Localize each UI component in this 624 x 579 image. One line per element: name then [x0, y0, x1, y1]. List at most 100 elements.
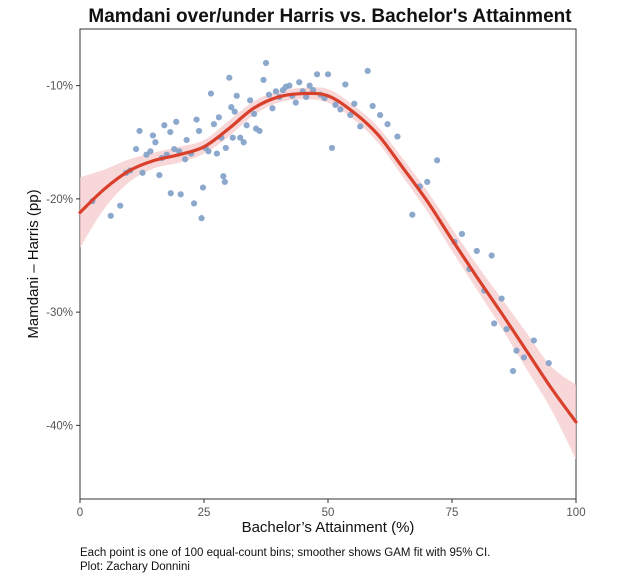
scatter-point-12 — [156, 172, 163, 179]
chart-title: Mamdani over/under Harris vs. Bachelor's… — [88, 6, 572, 27]
scatter-point-37 — [220, 173, 227, 180]
scatter-point-31 — [205, 148, 212, 155]
scatter-point-80 — [369, 102, 376, 110]
scatter-point-62 — [292, 99, 299, 106]
scatter-points-layer — [89, 59, 552, 375]
scatter-point-32 — [207, 90, 215, 97]
scatter-point-68 — [313, 71, 321, 78]
scatter-point-73 — [332, 101, 339, 108]
scatter-point-53 — [262, 59, 270, 67]
x-tick-label-50: 50 — [322, 507, 335, 519]
scatter-point-7 — [139, 169, 146, 176]
scatter-point-100 — [530, 337, 537, 344]
y-axis-title: Mamdani – Harris (pp) — [25, 189, 42, 338]
scatter-point-27 — [195, 127, 203, 135]
x-tick-label-100: 100 — [566, 507, 585, 519]
scatter-point-91 — [473, 247, 480, 255]
scatter-point-35 — [215, 114, 222, 121]
scatter-point-56 — [272, 88, 280, 95]
scatter-point-99 — [520, 354, 528, 361]
scatter-point-2 — [117, 202, 124, 209]
scatter-point-45 — [237, 134, 244, 141]
y-tick-label-1: -30% — [46, 307, 73, 319]
scatter-point-19 — [173, 118, 180, 125]
y-tick-label-3: -10% — [46, 81, 73, 93]
scatter-point-84 — [409, 211, 416, 218]
scatter-point-76 — [347, 111, 354, 119]
scatter-point-78 — [357, 123, 364, 130]
gam-smoother-line — [78, 91, 578, 424]
scatter-point-81 — [376, 111, 384, 119]
ci-band — [80, 87, 576, 460]
scatter-point-65 — [303, 93, 310, 101]
scatter-point-9 — [147, 148, 154, 155]
scatter-point-46 — [240, 139, 247, 146]
scatter-point-93 — [488, 252, 495, 259]
scatter-point-43 — [231, 108, 238, 115]
scatter-point-5 — [132, 145, 140, 153]
scatter-point-96 — [503, 326, 510, 333]
scatter-point-60 — [286, 82, 293, 89]
scatter-point-89 — [458, 230, 466, 238]
scatter-point-87 — [434, 157, 441, 164]
scatter-point-74 — [337, 106, 344, 113]
scatter-point-98 — [513, 347, 520, 354]
scatter-point-95 — [498, 295, 505, 302]
scatter-point-75 — [342, 81, 349, 88]
scatter-point-21 — [177, 191, 184, 198]
scatter-point-49 — [251, 110, 258, 118]
smoother-line-layer — [78, 91, 578, 424]
scatter-point-26 — [193, 116, 200, 123]
scatter-point-82 — [384, 121, 391, 128]
x-tick-label-25: 25 — [198, 507, 211, 519]
scatter-point-63 — [296, 79, 303, 86]
scatter-point-10 — [149, 132, 157, 139]
scatter-point-28 — [198, 215, 205, 222]
x-tick-label-75: 75 — [446, 507, 459, 519]
scatter-point-67 — [310, 87, 317, 94]
scatter-point-1 — [107, 212, 114, 219]
scatter-point-42 — [229, 134, 236, 141]
scatter-point-16 — [167, 128, 174, 136]
scatter-point-33 — [210, 121, 218, 128]
scatter-point-23 — [183, 136, 190, 144]
scatter-point-54 — [265, 91, 273, 98]
scatter-point-51 — [256, 127, 263, 135]
y-axis-ticks: -40% -30% -20% -10% — [46, 81, 80, 432]
ci-band-layer — [80, 87, 576, 460]
scatter-point-47 — [243, 122, 250, 129]
scatter-point-79 — [364, 67, 371, 74]
scatter-point-14 — [161, 122, 168, 129]
scatter-point-71 — [324, 71, 332, 78]
scatter-point-101 — [545, 360, 552, 367]
scatter-point-52 — [260, 76, 267, 84]
scatter-point-55 — [269, 105, 276, 112]
scatter-point-39 — [222, 144, 229, 152]
y-tick-label-2: -20% — [46, 194, 73, 206]
scatter-point-18 — [171, 145, 178, 153]
scatter-point-40 — [226, 74, 233, 81]
x-axis-title: Bachelor’s Attainment (%) — [242, 519, 415, 536]
scatter-point-48 — [247, 97, 254, 104]
scatter-point-6 — [136, 127, 143, 135]
scatter-point-44 — [233, 92, 240, 99]
scatter-point-86 — [424, 178, 431, 185]
scatter-point-83 — [394, 133, 401, 140]
caption-author-credit: Plot: Zachary Donnini — [80, 561, 190, 573]
scatter-point-41 — [228, 104, 235, 111]
x-axis-ticks: 0 25 50 75 100 — [77, 499, 586, 519]
scatter-point-17 — [167, 190, 174, 197]
scatter-point-34 — [213, 150, 220, 157]
scatter-point-11 — [152, 139, 159, 146]
caption-method-note: Each point is one of 100 equal-count bin… — [80, 547, 490, 559]
y-tick-label-0: -40% — [46, 420, 73, 432]
scatter-point-29 — [199, 184, 207, 191]
scatter-point-66 — [306, 82, 313, 89]
scatter-point-72 — [328, 144, 336, 152]
scatter-point-77 — [351, 100, 358, 107]
scatter-point-94 — [491, 320, 498, 327]
x-tick-label-0: 0 — [77, 507, 83, 519]
scatter-point-25 — [190, 200, 198, 207]
